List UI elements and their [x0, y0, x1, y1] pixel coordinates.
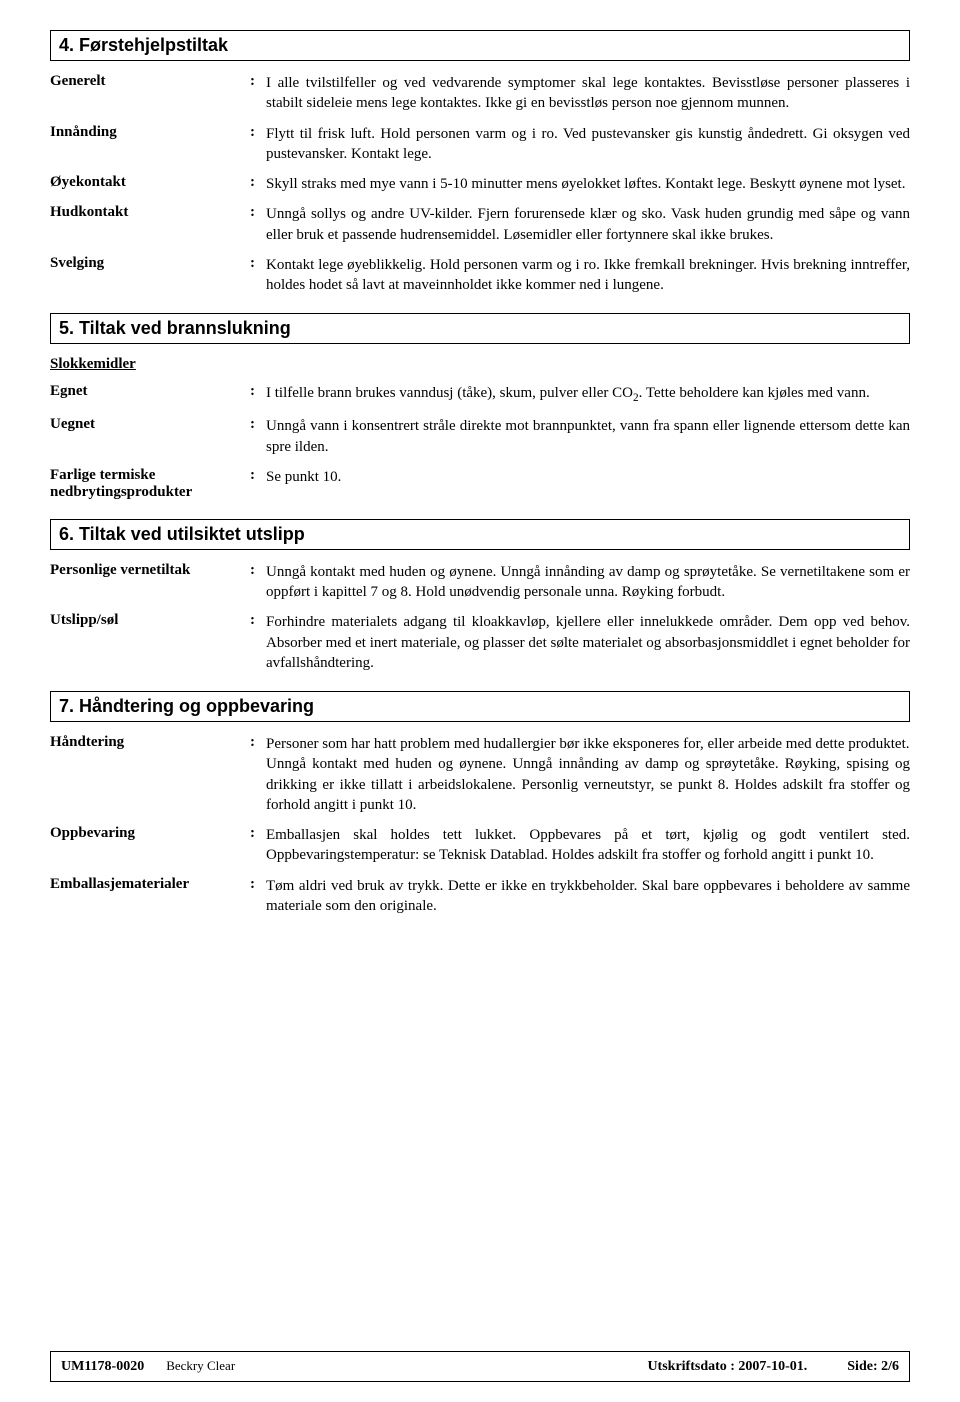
label-oppbevaring: Oppbevaring [50, 825, 250, 842]
row-emballasje: Emballasjematerialer : Tøm aldri ved bru… [50, 876, 910, 917]
colon: : [250, 416, 266, 433]
label-svelging: Svelging [50, 255, 250, 272]
colon: : [250, 562, 266, 579]
label-utslipp: Utslipp/søl [50, 612, 250, 629]
row-generelt: Generelt : I alle tvilstilfeller og ved … [50, 73, 910, 114]
section-7-header: 7. Håndtering og oppbevaring [50, 691, 910, 722]
value-svelging: Kontakt lege øyeblikkelig. Hold personen… [266, 255, 910, 296]
value-hudkontakt: Unngå sollys og andre UV-kilder. Fjern f… [266, 204, 910, 245]
value-emballasje: Tøm aldri ved bruk av trykk. Dette er ik… [266, 876, 910, 917]
colon: : [250, 825, 266, 842]
section-6-header: 6. Tiltak ved utilsiktet utslipp [50, 519, 910, 550]
label-hudkontakt: Hudkontakt [50, 204, 250, 221]
section-5-header: 5. Tiltak ved brannslukning [50, 313, 910, 344]
colon: : [250, 255, 266, 272]
value-handtering: Personer som har hatt problem med hudall… [266, 734, 910, 815]
footer-date: Utskriftsdato : 2007-10-01. [647, 1359, 807, 1375]
value-generelt: I alle tvilstilfeller og ved vedvarende … [266, 73, 910, 114]
colon: : [250, 734, 266, 751]
value-uegnet: Unngå vann i konsentrert stråle direkte … [266, 416, 910, 457]
value-innanding: Flytt til frisk luft. Hold personen varm… [266, 124, 910, 165]
colon: : [250, 174, 266, 191]
colon: : [250, 204, 266, 221]
colon: : [250, 383, 266, 400]
row-oppbevaring: Oppbevaring : Emballasjen skal holdes te… [50, 825, 910, 866]
footer-box: UM1178-0020 Beckry Clear Utskriftsdato :… [50, 1351, 910, 1382]
label-innanding: Innånding [50, 124, 250, 141]
row-uegnet: Uegnet : Unngå vann i konsentrert stråle… [50, 416, 910, 457]
label-personlige: Personlige vernetiltak [50, 562, 250, 579]
row-farligetermiske: Farlige termiske nedbrytingsprodukter : … [50, 467, 910, 501]
row-personlige: Personlige vernetiltak : Unngå kontakt m… [50, 562, 910, 603]
colon: : [250, 612, 266, 629]
value-oyekontakt: Skyll straks med mye vann i 5-10 minutte… [266, 174, 910, 194]
value-farligetermiske: Se punkt 10. [266, 467, 910, 487]
footer-code: UM1178-0020 [61, 1359, 144, 1375]
row-utslipp: Utslipp/søl : Forhindre materialets adga… [50, 612, 910, 673]
label-generelt: Generelt [50, 73, 250, 90]
row-svelging: Svelging : Kontakt lege øyeblikkelig. Ho… [50, 255, 910, 296]
value-egnet: I tilfelle brann brukes vanndusj (tåke),… [266, 383, 910, 406]
value-oppbevaring: Emballasjen skal holdes tett lukket. Opp… [266, 825, 910, 866]
row-oyekontakt: Øyekontakt : Skyll straks med mye vann i… [50, 174, 910, 194]
subhead-slokkemidler: Slokkemidler [50, 356, 910, 373]
colon: : [250, 124, 266, 141]
label-emballasje: Emballasjematerialer [50, 876, 250, 893]
label-egnet: Egnet [50, 383, 250, 400]
row-egnet: Egnet : I tilfelle brann brukes vanndusj… [50, 383, 910, 406]
colon: : [250, 73, 266, 90]
row-handtering: Håndtering : Personer som har hatt probl… [50, 734, 910, 815]
label-farligetermiske: Farlige termiske nedbrytingsprodukter [50, 467, 250, 501]
row-hudkontakt: Hudkontakt : Unngå sollys og andre UV-ki… [50, 204, 910, 245]
row-innanding: Innånding : Flytt til frisk luft. Hold p… [50, 124, 910, 165]
footer: UM1178-0020 Beckry Clear Utskriftsdato :… [50, 1351, 910, 1382]
section-4-header: 4. Førstehjelpstiltak [50, 30, 910, 61]
footer-name: Beckry Clear [166, 1358, 235, 1374]
value-personlige: Unngå kontakt med huden og øynene. Unngå… [266, 562, 910, 603]
label-uegnet: Uegnet [50, 416, 250, 433]
colon: : [250, 876, 266, 893]
value-utslipp: Forhindre materialets adgang til kloakka… [266, 612, 910, 673]
footer-page: Side: 2/6 [847, 1359, 899, 1375]
label-oyekontakt: Øyekontakt [50, 174, 250, 191]
colon: : [250, 467, 266, 484]
label-handtering: Håndtering [50, 734, 250, 751]
